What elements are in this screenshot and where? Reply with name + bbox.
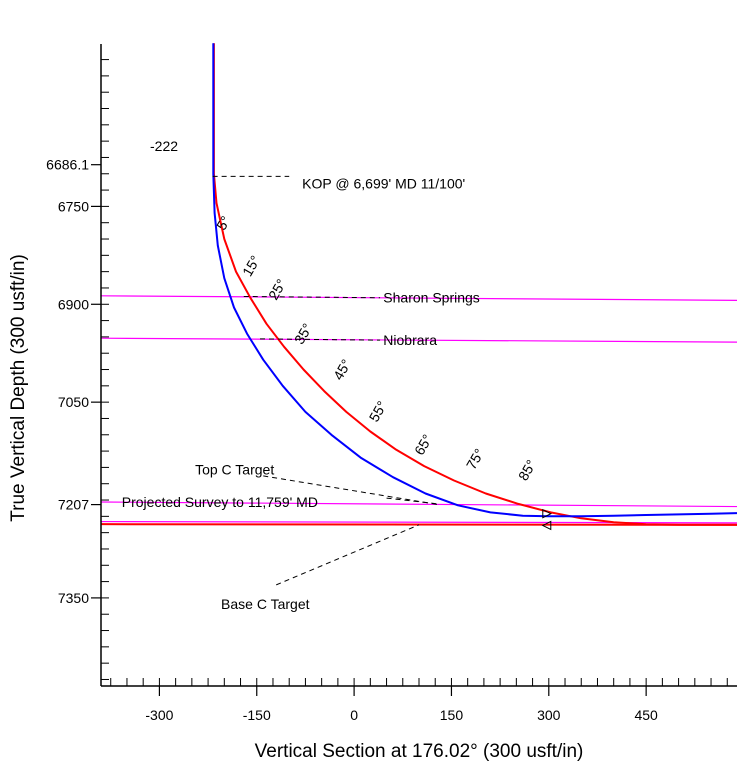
inclination-label: 75°: [463, 446, 487, 472]
leader-line: [263, 475, 439, 506]
annotation-label: Projected Survey to 11,759' MD: [122, 494, 318, 510]
inclination-label: 55°: [366, 398, 390, 424]
formation-line: [101, 501, 737, 508]
x-tick-label: -300: [145, 707, 173, 723]
markers: [541, 508, 552, 531]
x-tick-label: 450: [634, 707, 658, 723]
y-tick-label: 6750: [58, 198, 89, 214]
x-tick-label: 150: [440, 707, 464, 723]
y-tick-label: 6686.1: [46, 157, 89, 173]
x-tick-label: -150: [243, 707, 271, 723]
chart-labels: Sharon Springs Niobrara Top C Target Base C…: [122, 176, 539, 612]
y-tick-label: 7350: [58, 590, 89, 606]
inclination-label: 45°: [330, 356, 354, 382]
y-tick-label: 6900: [58, 296, 89, 312]
inclination-label: 15°: [239, 253, 263, 279]
inclination-label: 35°: [291, 321, 315, 347]
inclination-label: 65°: [411, 431, 435, 457]
target-line-group: [101, 523, 737, 526]
annotation-leader: [386, 497, 439, 505]
formation-label: Sharon Springs: [383, 290, 480, 306]
inclination-label: 25°: [265, 276, 289, 302]
y-axis-title: True Vertical Depth (300 usft/in): [8, 254, 29, 522]
actual-path: [212, 43, 737, 518]
annotation-leaders: [212, 175, 439, 586]
formation-line: [101, 295, 737, 301]
formation-line: [101, 520, 737, 524]
x-tick-label: 300: [537, 707, 561, 723]
annotation-label: KOP @ 6,699' MD 11/100': [302, 176, 465, 192]
corner-label: -222: [150, 138, 178, 154]
target-line: [101, 523, 737, 526]
plan-path: [212, 43, 737, 526]
casing-marker-icon: [541, 520, 552, 531]
formation-label: Top C Target: [195, 461, 274, 477]
inclination-label: 85°: [515, 457, 539, 483]
leader-line: [243, 295, 381, 299]
casing-marker-icon: [542, 508, 552, 519]
x-tick-label: 0: [350, 707, 358, 723]
formation-label: Niobrara: [383, 332, 437, 348]
leader-line: [259, 338, 381, 341]
y-tick-label: 7207: [58, 497, 89, 513]
formation-label: Base C Target: [221, 596, 310, 612]
formation-line: [101, 337, 737, 343]
y-tick-label: 7050: [58, 394, 89, 410]
axes: 6686.1 6750 6900 7050 7207 7350 -300 -150 0 150 30…: [46, 44, 737, 723]
formation-lines: [101, 295, 737, 524]
well-paths: [212, 43, 737, 526]
leader-line: [276, 524, 420, 586]
x-axis-title: Vertical Section at 176.02° (300 usft/in…: [255, 741, 584, 762]
